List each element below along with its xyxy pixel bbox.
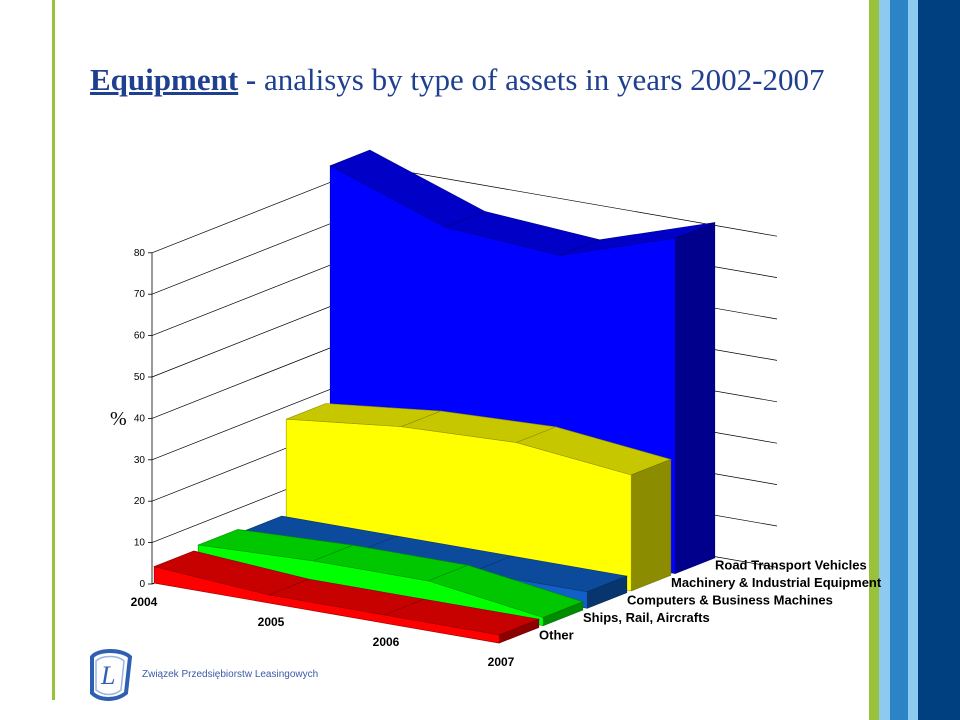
y-axis-label: % bbox=[110, 408, 127, 430]
slide-title: Equipment - analisys by type of assets i… bbox=[90, 62, 824, 98]
decor-stripe-mid-blue bbox=[890, 0, 908, 720]
x-tick-label-0: 2004 bbox=[131, 595, 158, 609]
decor-stripe-light-blue-2 bbox=[908, 0, 918, 720]
series-4 bbox=[153, 550, 540, 644]
y-tick-label-0: 0 bbox=[139, 579, 145, 590]
series-1-side bbox=[630, 458, 672, 592]
y-tick-label-7: 70 bbox=[134, 289, 146, 300]
y-tick-label-1: 10 bbox=[134, 538, 146, 549]
decor-left-rule bbox=[52, 0, 55, 700]
x-tick-label-3: 2007 bbox=[488, 655, 515, 669]
y-tick-label-2: 20 bbox=[134, 496, 146, 507]
title-keyword: Equipment bbox=[90, 62, 239, 97]
svg-text:L: L bbox=[100, 661, 115, 690]
y-tick-label-5: 50 bbox=[134, 372, 146, 383]
title-rest: analisys by type of assets in years 2002… bbox=[264, 62, 825, 97]
title-dash: - bbox=[238, 62, 264, 97]
series-label-1: Machinery & Industrial Equipment bbox=[671, 575, 882, 590]
series-1 bbox=[285, 403, 672, 592]
series-4-front bbox=[153, 566, 500, 644]
series-label-4: Other bbox=[539, 627, 574, 642]
y-tick-label-6: 60 bbox=[134, 331, 146, 342]
series-0-side bbox=[674, 222, 716, 574]
org-name: Związek Przedsiębiorstw Leasingowych bbox=[142, 669, 319, 680]
decor-stripe-dark-blue bbox=[918, 0, 960, 720]
y-tick-label-3: 30 bbox=[134, 455, 146, 466]
decor-stripe-light-blue bbox=[879, 0, 890, 720]
series-1-front bbox=[285, 418, 632, 592]
x-tick-label-1: 2005 bbox=[258, 615, 285, 629]
y-tick-label-4: 40 bbox=[134, 413, 146, 424]
leasing-association-logo-icon: L bbox=[90, 649, 133, 701]
series-label-3: Ships, Rail, Aircrafts bbox=[583, 610, 710, 625]
x-tick-label-2: 2006 bbox=[373, 635, 400, 649]
series-label-2: Computers & Business Machines bbox=[627, 593, 833, 608]
y-tick-label-8: 80 bbox=[134, 248, 146, 259]
decor-stripe-green bbox=[869, 0, 879, 720]
series-label-0: Road Transport Vehicles bbox=[715, 558, 867, 573]
